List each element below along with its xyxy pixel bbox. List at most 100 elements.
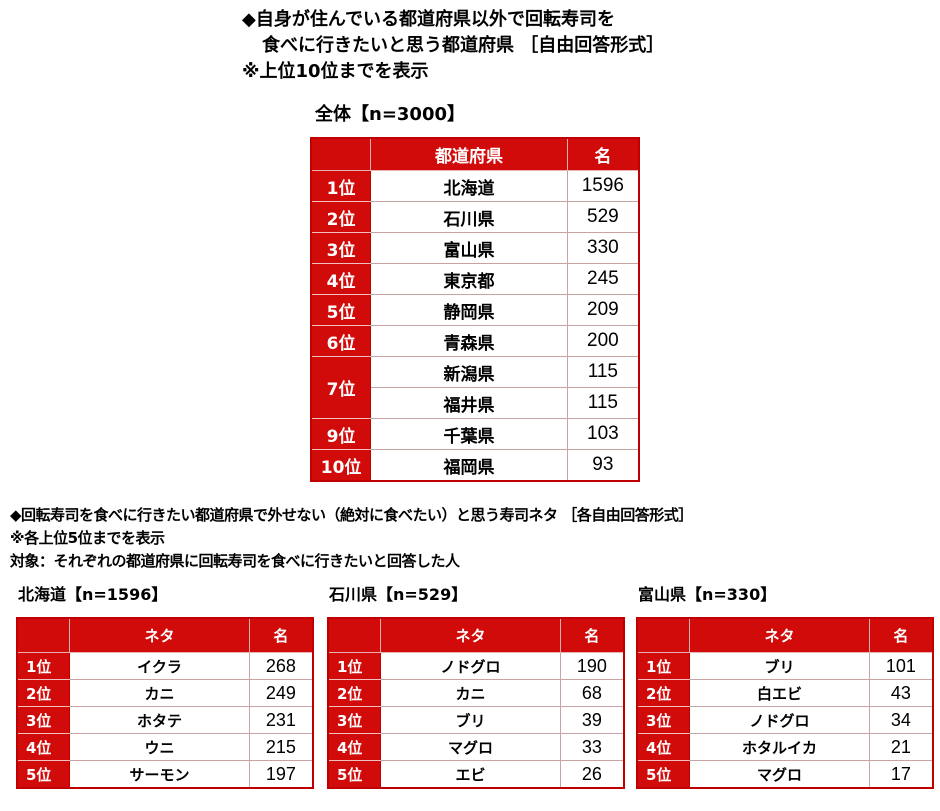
neta-table-label: 北海道【n=1596】	[18, 585, 168, 604]
header-rank	[16, 617, 71, 653]
count-cell: 26	[559, 760, 625, 789]
table-row: 5位 エビ 26	[327, 760, 625, 789]
header-neta: ネタ	[689, 617, 870, 653]
neta-cell: ホタルイカ	[689, 733, 870, 761]
rank-cell: 4位	[16, 733, 71, 761]
count-cell: 231	[248, 706, 314, 734]
neta-table-label: 富山県【n=330】	[638, 585, 777, 604]
header-neta: ネタ	[69, 617, 250, 653]
prefecture-cell: 東京都	[370, 263, 568, 295]
table-row: 3位 ノドグロ 34	[636, 706, 934, 734]
prefecture-cell: 福岡県	[370, 449, 568, 482]
rank-cell: 1位	[16, 652, 71, 680]
neta-cell: マグロ	[380, 733, 561, 761]
count-cell: 34	[868, 706, 934, 734]
prefecture-cell: 北海道	[370, 170, 568, 202]
header-prefecture: 都道府県	[370, 137, 568, 171]
table-row: 福井県 115	[311, 387, 640, 419]
table-row: 5位 マグロ 17	[636, 760, 934, 789]
count-cell: 21	[868, 733, 934, 761]
neta-table-label: 石川県【n=529】	[329, 585, 468, 604]
header-rank	[636, 617, 691, 653]
table-row: 5位 サーモン 197	[16, 760, 314, 789]
table-row: 1位 ノドグロ 190	[327, 652, 625, 680]
neta-ranking-table: ネタ 名 1位 ブリ 101 2位 白エビ 43 3位 ノドグロ 34 4位 ホ…	[636, 617, 934, 789]
count-cell: 249	[248, 679, 314, 707]
section2-note: ※各上位5位までを表示	[10, 529, 165, 547]
section2-title: ◆回転寿司を食べに行きたい都道府県で外せない（絶対に食べたい）と思う寿司ネタ ［…	[10, 506, 693, 524]
rank-cell: 3位	[310, 232, 372, 264]
prefecture-cell: 福井県	[370, 387, 568, 419]
count-cell: 209	[566, 294, 640, 326]
header-rank	[327, 617, 382, 653]
rank-cell: 4位	[310, 263, 372, 295]
count-cell: 215	[248, 733, 314, 761]
overall-table-label: 全体【n=3000】	[315, 104, 465, 125]
header-neta: ネタ	[380, 617, 561, 653]
rank-cell: 2位	[327, 679, 382, 707]
neta-ranking-table: ネタ 名 1位 ノドグロ 190 2位 カニ 68 3位 ブリ 39 4位 マグ…	[327, 617, 625, 789]
prefecture-cell: 新潟県	[370, 356, 568, 388]
table-header-row: 都道府県 名	[310, 137, 640, 171]
rank-cell: 1位	[636, 652, 691, 680]
neta-cell: サーモン	[69, 760, 250, 789]
rank-cell: 7位	[310, 356, 372, 419]
neta-cell: ブリ	[380, 706, 561, 734]
rank-cell: 5位	[636, 760, 691, 789]
count-cell: 17	[868, 760, 934, 789]
rank-cell: 2位	[16, 679, 71, 707]
table-row: 4位 マグロ 33	[327, 733, 625, 761]
table-row: 3位 ブリ 39	[327, 706, 625, 734]
table-row: 9位 千葉県 103	[310, 418, 640, 450]
neta-cell: ノドグロ	[380, 652, 561, 680]
neta-cell: 白エビ	[689, 679, 870, 707]
section1-note: ※上位10位までを表示	[242, 61, 429, 82]
neta-cell: ノドグロ	[689, 706, 870, 734]
count-cell: 68	[559, 679, 625, 707]
overall-ranking-table: 都道府県 名 1位 北海道 1596 2位 石川県 529 3位 富山県 330 4位 東京都 245…	[310, 137, 640, 482]
table-row: 2位 カニ 249	[16, 679, 314, 707]
rank-cell: 6位	[310, 325, 372, 357]
table-row: 5位 静岡県 209	[310, 294, 640, 326]
header-count: 名	[868, 617, 934, 653]
neta-cell: ウニ	[69, 733, 250, 761]
count-cell: 115	[566, 387, 640, 419]
count-cell: 93	[566, 449, 640, 482]
section1-title-line1: ◆自身が住んでいる都道府県以外で回転寿司を	[242, 9, 615, 30]
table-header-row: ネタ 名	[16, 617, 314, 653]
header-count: 名	[566, 137, 640, 171]
table-row: 7位 新潟県 115	[310, 356, 640, 419]
rank-cell: 2位	[636, 679, 691, 707]
count-cell: 115	[566, 356, 640, 388]
count-cell: 197	[248, 760, 314, 789]
rank-cell: 1位	[327, 652, 382, 680]
table-header-row: ネタ 名	[636, 617, 934, 653]
neta-cell: カニ	[69, 679, 250, 707]
rank-cell: 3位	[16, 706, 71, 734]
neta-cell: ブリ	[689, 652, 870, 680]
table-row: 10位 福岡県 93	[310, 449, 640, 482]
rank-cell: 10位	[310, 449, 372, 482]
neta-ranking-table: ネタ 名 1位 イクラ 268 2位 カニ 249 3位 ホタテ 231 4位 …	[16, 617, 314, 789]
rank-cell: 5位	[327, 760, 382, 789]
table-row: 4位 ホタルイカ 21	[636, 733, 934, 761]
rank-cell: 2位	[310, 201, 372, 233]
neta-cell: カニ	[380, 679, 561, 707]
neta-cell: ホタテ	[69, 706, 250, 734]
prefecture-cell: 静岡県	[370, 294, 568, 326]
count-cell: 200	[566, 325, 640, 357]
prefecture-cell: 千葉県	[370, 418, 568, 450]
rank-cell: 3位	[327, 706, 382, 734]
neta-cell: マグロ	[689, 760, 870, 789]
table-row: 2位 白エビ 43	[636, 679, 934, 707]
rank-cell: 9位	[310, 418, 372, 450]
count-cell: 330	[566, 232, 640, 264]
rank-cell: 5位	[16, 760, 71, 789]
count-cell: 529	[566, 201, 640, 233]
header-count: 名	[248, 617, 314, 653]
count-cell: 33	[559, 733, 625, 761]
header-rank	[310, 137, 372, 171]
count-cell: 101	[868, 652, 934, 680]
prefecture-cell: 富山県	[370, 232, 568, 264]
rank-cell: 4位	[636, 733, 691, 761]
